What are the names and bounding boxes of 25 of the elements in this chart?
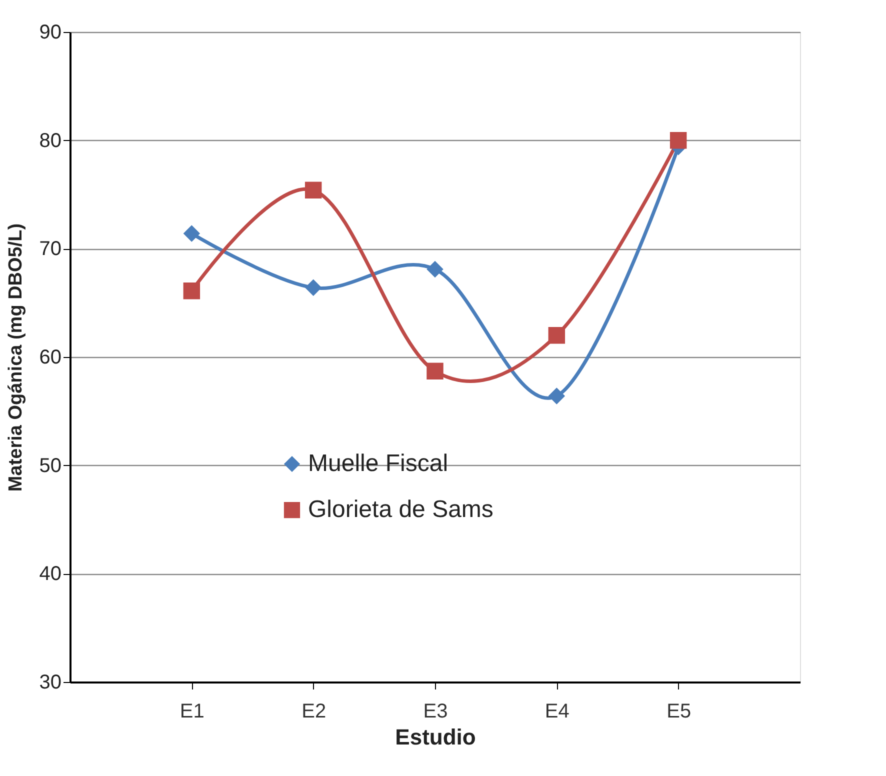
point	[670, 132, 687, 149]
y-tick-label: 70	[39, 238, 62, 260]
point	[548, 388, 566, 404]
x-tick-label: E2	[302, 700, 326, 722]
x-axis-title: Estudio	[395, 724, 476, 750]
y-tick-label: 30	[39, 672, 62, 694]
point	[304, 279, 322, 296]
x-tick-label: E3	[423, 700, 448, 722]
y-tick-label: 50	[39, 454, 62, 477]
y-tick-label: 40	[39, 563, 62, 586]
point	[426, 362, 444, 380]
point	[548, 326, 566, 344]
point	[304, 182, 322, 199]
legend-label: Muelle Fiscal	[308, 450, 448, 477]
point	[426, 260, 444, 278]
y-tick-label: 90	[39, 22, 62, 44]
x-tick-label: E5	[666, 700, 692, 722]
legend-label: Glorieta de Sams	[308, 496, 494, 523]
x-tick-label: E4	[544, 700, 570, 722]
y-axis-title: Materia Ogánica (mg DBO5/L)	[5, 223, 26, 492]
y-tick-label: 80	[39, 130, 62, 152]
point	[183, 225, 200, 242]
x-tick-label: E1	[180, 700, 204, 722]
y-tick-label: 60	[39, 346, 62, 368]
point	[183, 282, 200, 300]
